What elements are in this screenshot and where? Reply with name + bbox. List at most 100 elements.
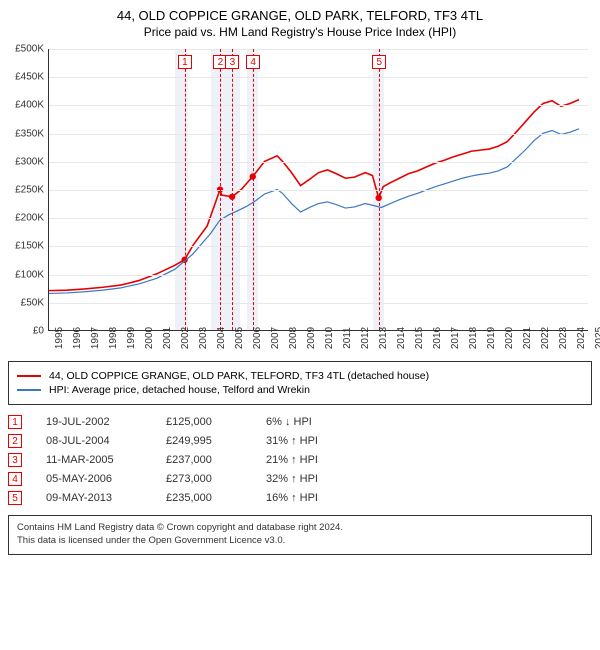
sale-row: 509-MAY-2013£235,00016% ↑ HPI: [8, 491, 592, 505]
sale-diff: 31% ↑ HPI: [266, 435, 376, 447]
y-tick-label: £500K: [8, 44, 44, 55]
x-tick-label: 2020: [498, 327, 515, 349]
sale-row: 3 11-MAR-2005£237,00021% ↑ HPI: [8, 453, 592, 467]
x-tick-label: 2016: [426, 327, 443, 349]
x-tick-label: 2013: [372, 327, 389, 349]
gridline: [49, 134, 588, 135]
x-tick-label: 2004: [210, 327, 227, 349]
x-tick-label: 2008: [282, 327, 299, 349]
x-tick-label: 1996: [66, 327, 83, 349]
y-tick-label: £250K: [8, 185, 44, 196]
sale-diff: 6% ↓ HPI: [266, 416, 376, 428]
legend: 44, OLD COPPICE GRANGE, OLD PARK, TELFOR…: [8, 361, 592, 405]
x-tick-label: 2017: [444, 327, 461, 349]
legend-label: HPI: Average price, detached house, Telf…: [49, 384, 310, 396]
sale-date: 05-MAY-2006: [46, 473, 166, 485]
gridline: [49, 190, 588, 191]
x-tick-label: 2018: [462, 327, 479, 349]
x-tick-label: 2002: [174, 327, 191, 349]
sale-vline: [220, 49, 221, 330]
x-tick-label: 2000: [138, 327, 155, 349]
sale-price: £235,000: [166, 492, 266, 504]
x-tick-label: 2024: [570, 327, 587, 349]
x-tick-label: 2023: [552, 327, 569, 349]
gridline: [49, 246, 588, 247]
y-tick-label: £0: [8, 326, 44, 337]
plot-region: 12345: [48, 49, 588, 331]
y-tick-label: £50K: [8, 297, 44, 308]
legend-item: 44, OLD COPPICE GRANGE, OLD PARK, TELFOR…: [17, 370, 583, 382]
y-tick-label: £450K: [8, 72, 44, 83]
chart-area: £0 £50K £100K £150K £200K £250K £300K £350K £400…: [8, 45, 592, 355]
sale-price: £125,000: [166, 416, 266, 428]
sale-date: 09-MAY-2013: [46, 492, 166, 504]
sale-date: 19-JUL-2002: [46, 416, 166, 428]
sale-number-box: 1: [8, 415, 22, 429]
footer-line2: This data is licensed under the Open Gov…: [17, 535, 583, 548]
sale-price: £273,000: [166, 473, 266, 485]
x-tick-label: 2022: [534, 327, 551, 349]
sale-row: 4 05-MAY-2006£273,00032% ↑ HPI: [8, 472, 592, 486]
sale-price: £249,995: [166, 435, 266, 447]
series-hpi: [49, 129, 579, 294]
sale-vline: [379, 49, 380, 330]
gridline: [49, 49, 588, 50]
y-tick-label: £200K: [8, 213, 44, 224]
sale-diff: 32% ↑ HPI: [266, 473, 376, 485]
y-tick-label: £150K: [8, 241, 44, 252]
y-tick-label: £350K: [8, 128, 44, 139]
x-tick-label: 2015: [408, 327, 425, 349]
sale-diff: 16% ↑ HPI: [266, 492, 376, 504]
gridline: [49, 303, 588, 304]
sale-marker: 3: [225, 55, 239, 69]
x-tick-label: 2001: [156, 327, 173, 349]
x-tick-label: 2021: [516, 327, 533, 349]
legend-item: HPI: Average price, detached house, Telf…: [17, 384, 583, 396]
footer-attribution: Contains HM Land Registry data © Crown c…: [8, 515, 592, 555]
sale-marker: 4: [246, 55, 260, 69]
sale-vline: [232, 49, 233, 330]
sale-number-box: 4: [8, 472, 22, 486]
y-tick-label: £300K: [8, 156, 44, 167]
legend-swatch: [17, 375, 41, 377]
sale-row: 2 08-JUL-2004£249,99531% ↑ HPI: [8, 434, 592, 448]
x-tick-label: 2025: [588, 327, 600, 349]
x-tick-label: 2007: [264, 327, 281, 349]
x-tick-label: 1995: [48, 327, 65, 349]
x-tick-label: 1999: [120, 327, 137, 349]
gridline: [49, 77, 588, 78]
sale-diff: 21% ↑ HPI: [266, 454, 376, 466]
sale-price: £237,000: [166, 454, 266, 466]
gridline: [49, 218, 588, 219]
x-tick-label: 2014: [390, 327, 407, 349]
sale-row: 1 19-JUL-2002£125,0006% ↓ HPI: [8, 415, 592, 429]
gridline: [49, 105, 588, 106]
sale-marker: 1: [178, 55, 192, 69]
legend-swatch: [17, 389, 41, 391]
x-tick-label: 2006: [246, 327, 263, 349]
x-tick-label: 2005: [228, 327, 245, 349]
sale-number-box: 2: [8, 434, 22, 448]
gridline: [49, 275, 588, 276]
sale-date: 11-MAR-2005: [46, 454, 166, 466]
x-tick-label: 2009: [300, 327, 317, 349]
x-tick-label: 2019: [480, 327, 497, 349]
x-tick-label: 2003: [192, 327, 209, 349]
title-subtitle: Price paid vs. HM Land Registry's House …: [8, 25, 592, 39]
footer-line1: Contains HM Land Registry data © Crown c…: [17, 522, 583, 535]
chart-title-block: 44, OLD COPPICE GRANGE, OLD PARK, TELFOR…: [8, 8, 592, 39]
gridline: [49, 162, 588, 163]
x-tick-label: 2011: [336, 327, 353, 349]
y-tick-label: £100K: [8, 269, 44, 280]
sale-date: 08-JUL-2004: [46, 435, 166, 447]
title-address: 44, OLD COPPICE GRANGE, OLD PARK, TELFOR…: [8, 8, 592, 23]
sale-marker: 5: [372, 55, 386, 69]
y-tick-label: £400K: [8, 100, 44, 111]
sale-vline: [253, 49, 254, 330]
x-tick-label: 2010: [318, 327, 335, 349]
x-tick-label: 2012: [354, 327, 371, 349]
sale-number-box: 3: [8, 453, 22, 467]
x-tick-label: 1998: [102, 327, 119, 349]
sale-vline: [185, 49, 186, 330]
legend-label: 44, OLD COPPICE GRANGE, OLD PARK, TELFOR…: [49, 370, 429, 382]
